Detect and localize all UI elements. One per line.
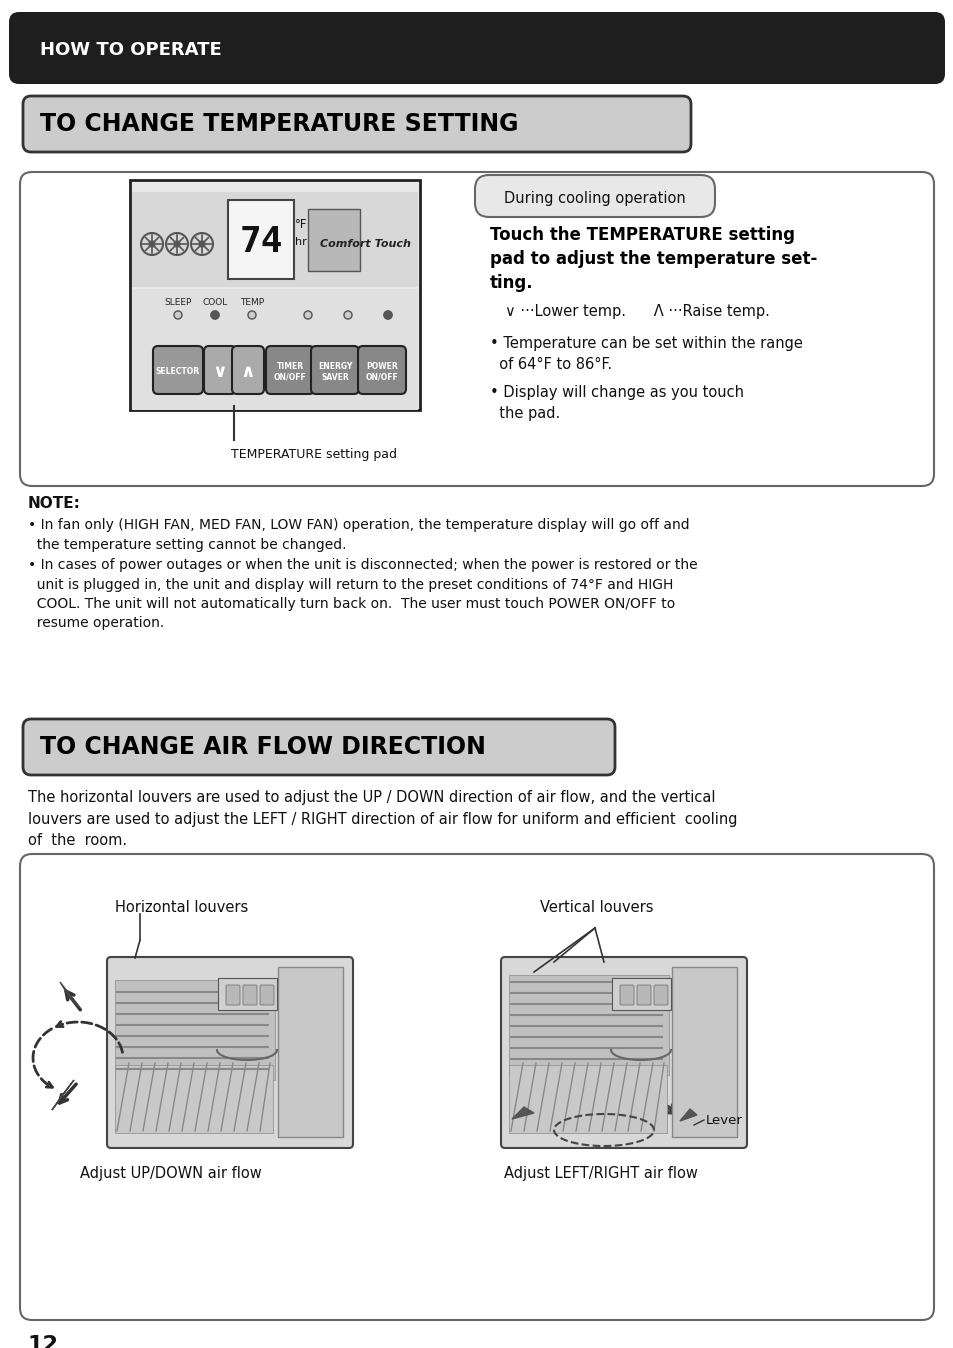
Text: TIMER
ON/OFF: TIMER ON/OFF <box>274 363 306 381</box>
FancyBboxPatch shape <box>357 346 406 394</box>
Text: TEMP: TEMP <box>240 298 264 307</box>
FancyBboxPatch shape <box>243 985 256 1006</box>
Circle shape <box>344 311 352 319</box>
Circle shape <box>199 241 205 247</box>
Text: Adjust LEFT/RIGHT air flow: Adjust LEFT/RIGHT air flow <box>503 1166 698 1181</box>
Text: Touch the TEMPERATURE setting: Touch the TEMPERATURE setting <box>490 226 794 244</box>
Text: ∧: ∧ <box>240 363 255 381</box>
FancyBboxPatch shape <box>20 173 933 487</box>
FancyBboxPatch shape <box>232 346 264 394</box>
Text: POWER
ON/OFF: POWER ON/OFF <box>365 363 398 381</box>
Text: SELECTOR: SELECTOR <box>155 368 200 376</box>
FancyBboxPatch shape <box>671 967 737 1136</box>
Text: 12: 12 <box>28 1335 59 1348</box>
Text: COOL: COOL <box>202 298 228 307</box>
FancyBboxPatch shape <box>266 346 314 394</box>
Text: °F: °F <box>294 217 307 231</box>
FancyBboxPatch shape <box>260 985 274 1006</box>
Text: Horizontal louvers: Horizontal louvers <box>115 900 248 915</box>
Text: TEMPERATURE setting pad: TEMPERATURE setting pad <box>231 448 396 461</box>
Text: ∨: ∨ <box>213 363 227 381</box>
Text: ENERGY
SAVER: ENERGY SAVER <box>317 363 352 381</box>
FancyBboxPatch shape <box>509 1065 666 1134</box>
FancyBboxPatch shape <box>311 346 358 394</box>
FancyBboxPatch shape <box>654 985 667 1006</box>
FancyBboxPatch shape <box>9 12 944 84</box>
FancyBboxPatch shape <box>509 975 668 1074</box>
FancyBboxPatch shape <box>107 957 353 1148</box>
Polygon shape <box>679 1109 697 1122</box>
Polygon shape <box>60 981 80 1008</box>
FancyBboxPatch shape <box>132 288 417 410</box>
Text: • In cases of power outages or when the unit is disconnected; when the power is : • In cases of power outages or when the … <box>28 558 697 631</box>
Polygon shape <box>512 1107 534 1119</box>
FancyBboxPatch shape <box>308 209 359 271</box>
FancyBboxPatch shape <box>204 346 235 394</box>
FancyBboxPatch shape <box>475 175 714 217</box>
Text: TO CHANGE AIR FLOW DIRECTION: TO CHANGE AIR FLOW DIRECTION <box>40 735 485 759</box>
FancyBboxPatch shape <box>218 979 276 1010</box>
Text: hr: hr <box>294 237 307 247</box>
Circle shape <box>173 311 182 319</box>
Text: Lever: Lever <box>705 1113 742 1127</box>
Circle shape <box>304 311 312 319</box>
Text: TO CHANGE TEMPERATURE SETTING: TO CHANGE TEMPERATURE SETTING <box>40 112 518 136</box>
FancyBboxPatch shape <box>619 985 634 1006</box>
Text: 74: 74 <box>239 225 282 259</box>
Text: Adjust UP/DOWN air flow: Adjust UP/DOWN air flow <box>80 1166 261 1181</box>
FancyBboxPatch shape <box>637 985 650 1006</box>
FancyBboxPatch shape <box>228 200 294 279</box>
Text: ting.: ting. <box>490 274 533 293</box>
Text: The horizontal louvers are used to adjust the UP / DOWN direction of air flow, a: The horizontal louvers are used to adjus… <box>28 790 737 848</box>
FancyBboxPatch shape <box>115 980 274 1080</box>
FancyBboxPatch shape <box>115 1065 273 1134</box>
FancyBboxPatch shape <box>277 967 343 1136</box>
FancyBboxPatch shape <box>132 191 417 287</box>
FancyBboxPatch shape <box>612 979 670 1010</box>
Circle shape <box>384 311 392 319</box>
FancyBboxPatch shape <box>130 181 419 410</box>
Text: • In fan only (HIGH FAN, MED FAN, LOW FAN) operation, the temperature display wi: • In fan only (HIGH FAN, MED FAN, LOW FA… <box>28 518 689 551</box>
Polygon shape <box>52 1080 74 1109</box>
FancyBboxPatch shape <box>226 985 240 1006</box>
Text: NOTE:: NOTE: <box>28 496 81 511</box>
FancyBboxPatch shape <box>20 855 933 1320</box>
Circle shape <box>211 311 219 319</box>
Circle shape <box>248 311 255 319</box>
Text: ∨ ···Lower temp.      Λ ···Raise temp.: ∨ ···Lower temp. Λ ···Raise temp. <box>504 305 769 319</box>
Text: Comfort Touch: Comfort Touch <box>319 239 410 249</box>
Text: During cooling operation: During cooling operation <box>503 190 685 205</box>
Text: pad to adjust the temperature set-: pad to adjust the temperature set- <box>490 249 817 268</box>
Text: Vertical louvers: Vertical louvers <box>539 900 653 915</box>
Text: HOW TO OPERATE: HOW TO OPERATE <box>40 40 221 59</box>
Text: • Temperature can be set within the range
  of 64°F to 86°F.: • Temperature can be set within the rang… <box>490 336 802 372</box>
FancyBboxPatch shape <box>500 957 746 1148</box>
FancyBboxPatch shape <box>23 718 615 775</box>
FancyBboxPatch shape <box>23 96 690 152</box>
Circle shape <box>173 241 180 247</box>
Circle shape <box>149 241 154 247</box>
FancyBboxPatch shape <box>152 346 203 394</box>
Text: • Display will change as you touch
  the pad.: • Display will change as you touch the p… <box>490 386 743 421</box>
Text: SLEEP: SLEEP <box>164 298 192 307</box>
